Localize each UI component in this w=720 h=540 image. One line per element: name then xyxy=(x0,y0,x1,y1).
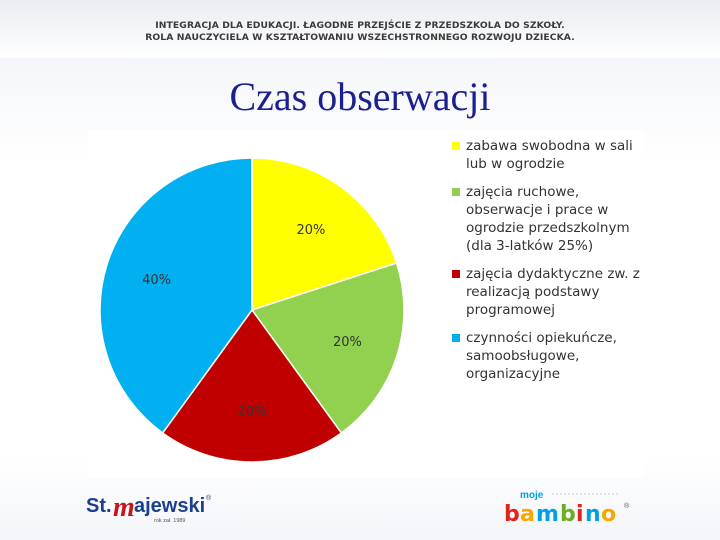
pie-slice-4 xyxy=(99,157,253,435)
pie-slice-2 xyxy=(250,262,405,435)
legend-label-1: zabawa swobodna w sali lub w ogrodzie xyxy=(466,138,633,172)
legend-item-4: czynności opiekuńcze, samoobsługowe, org… xyxy=(452,329,652,383)
legend-swatch-3 xyxy=(452,270,460,278)
legend-label-3: zajęcia dydaktyczne zw. z realizacją pod… xyxy=(466,266,640,318)
header-line-1: INTEGRACJA DLA EDUKACJI. ŁAGODNE PRZEJŚC… xyxy=(155,20,565,31)
stmajewski-logo: St. m ajewski ® rok zał. 1989 xyxy=(84,490,214,526)
slide-title: Czas obserwacji xyxy=(229,74,491,119)
pie-slice-label-2: 20% xyxy=(333,335,362,350)
chart-legend: zabawa swobodna w sali lub w ogrodzie zaj… xyxy=(452,137,652,393)
legend-swatch-1 xyxy=(452,142,460,150)
pie-slice-label-4: 40% xyxy=(142,273,171,288)
pie-slice-label-1: 20% xyxy=(297,223,326,238)
legend-item-2: zajęcia ruchowe, obserwacje i prace w og… xyxy=(452,183,652,255)
chart-panel: 20% 20% 20% 40% xyxy=(88,130,644,478)
moje-bambino-logo: moje b a m b i n o ® xyxy=(500,488,636,528)
pie-chart: 20% 20% 20% 40% xyxy=(99,157,405,463)
pie-slice-label-3: 20% xyxy=(238,404,267,419)
legend-label-2: zajęcia ruchowe, obserwacje i prace w og… xyxy=(466,184,630,254)
svg-text:rok zał. 1989: rok zał. 1989 xyxy=(154,518,186,524)
svg-text:b: b xyxy=(560,502,576,527)
svg-text:n: n xyxy=(585,502,601,527)
svg-text:i: i xyxy=(576,502,584,527)
pie-slice-1 xyxy=(251,157,398,312)
legend-swatch-4 xyxy=(452,334,460,342)
pie-slice-3 xyxy=(161,308,343,463)
svg-text:moje: moje xyxy=(520,490,544,501)
legend-swatch-2 xyxy=(452,188,460,196)
svg-text:m: m xyxy=(536,502,559,527)
header-band xyxy=(0,0,720,58)
svg-text:b: b xyxy=(504,502,520,527)
header-line-2: ROLA NAUCZYCIELA W KSZTAŁTOWANIU WSZECHS… xyxy=(145,32,575,43)
svg-text:m: m xyxy=(113,492,135,523)
svg-text:o: o xyxy=(601,502,616,527)
legend-label-4: czynności opiekuńcze, samoobsługowe, org… xyxy=(466,330,617,382)
legend-item-1: zabawa swobodna w sali lub w ogrodzie xyxy=(452,137,652,173)
legend-item-3: zajęcia dydaktyczne zw. z realizacją pod… xyxy=(452,265,652,319)
svg-text:®: ® xyxy=(206,494,212,502)
svg-text:®: ® xyxy=(624,502,630,510)
svg-text:a: a xyxy=(520,502,535,527)
svg-text:ajewski: ajewski xyxy=(134,495,205,517)
svg-text:St.: St. xyxy=(86,495,112,517)
